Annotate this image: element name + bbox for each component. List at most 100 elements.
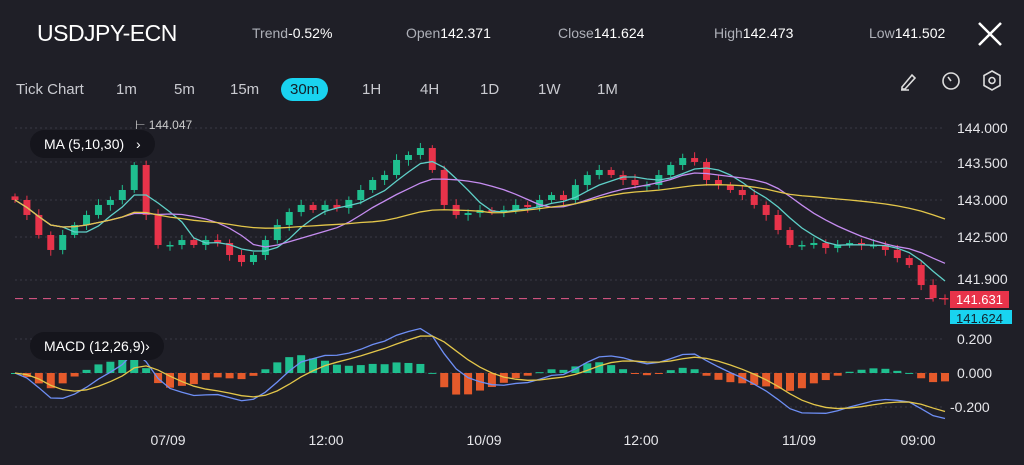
candle-body (524, 204, 532, 207)
candle-body (214, 240, 222, 243)
macd-histogram-bar (452, 373, 461, 395)
candle-body (762, 204, 770, 215)
candle-body (726, 185, 734, 190)
macd-histogram-bar (833, 373, 842, 376)
macd-histogram-bar (631, 373, 639, 374)
candle-body (393, 159, 401, 176)
candle-body (11, 196, 19, 200)
stat-close: Close141.624 (558, 25, 645, 41)
candle-body (631, 179, 639, 186)
macd-histogram-bar (58, 373, 67, 384)
candle-body (178, 240, 186, 245)
candle-body (822, 242, 830, 249)
candle-body (381, 175, 389, 180)
timeframe-1m[interactable]: 1m (116, 81, 137, 98)
candle-body (166, 245, 174, 247)
candle-body (404, 155, 412, 160)
timeframe-5m[interactable]: 5m (174, 81, 195, 98)
candle-body (798, 245, 806, 247)
macd-histogram-bar (857, 369, 866, 373)
candle-body (321, 204, 329, 211)
macd-histogram-bar (142, 368, 151, 373)
macd-histogram-bar (225, 373, 234, 379)
macd-histogram-bar (380, 364, 389, 373)
macd-histogram-bar (321, 360, 329, 373)
macd-histogram-bar (356, 365, 365, 373)
macd-histogram-bar (440, 373, 449, 388)
candle-body (607, 169, 615, 176)
price-tick: 143.500 (957, 155, 1008, 171)
macd-histogram-bar (750, 373, 759, 385)
macd-histogram-bar (595, 362, 604, 373)
macd-histogram-bar (70, 373, 79, 377)
candle-body (190, 240, 198, 245)
macd-histogram-bar (94, 364, 103, 373)
macd-histogram-bar (309, 358, 318, 373)
timeframe-1h[interactable]: 1H (362, 81, 382, 98)
macd-histogram-bar (249, 373, 258, 376)
macd-histogram-bar (941, 373, 949, 382)
macd-histogram-bar (714, 373, 723, 380)
macd-histogram-bar (881, 368, 890, 373)
candle-body (59, 234, 67, 250)
macd-histogram-bar (428, 372, 437, 374)
symbol-title: USDJPY-ECN (37, 20, 177, 46)
macd-histogram-bar (642, 373, 651, 376)
macd-histogram-bar (845, 371, 854, 373)
macd-histogram-bar (464, 373, 473, 395)
macd-histogram-bar (106, 361, 115, 373)
macd-histogram-bar (118, 359, 127, 373)
macd-histogram-bar (619, 369, 628, 373)
macd-histogram-bar (404, 362, 413, 373)
ma-indicator-button[interactable]: MA (5,10,30) › (30, 130, 155, 158)
macd-histogram-bar (893, 370, 902, 373)
time-tick: 12:00 (623, 432, 659, 448)
timeframe-15m[interactable]: 15m (230, 81, 260, 98)
candle-body (35, 214, 43, 235)
macd-histogram-bar (571, 366, 580, 373)
settings-hex-icon[interactable] (981, 69, 1003, 93)
macd-histogram-bar (297, 355, 306, 373)
candle-body (226, 242, 234, 256)
macd-histogram-bar (130, 353, 139, 373)
macd-histogram-bar (869, 368, 878, 373)
candle-body (858, 242, 866, 245)
pencil-icon[interactable] (897, 70, 919, 92)
price-tick: 141.900 (957, 271, 1008, 287)
candle-body (714, 179, 722, 186)
macd-histogram-bar (487, 373, 496, 387)
ma5-line (14, 160, 946, 282)
candle-body (583, 175, 591, 186)
candle-body (83, 214, 91, 225)
timer-icon[interactable] (940, 70, 962, 92)
candle-body (917, 265, 925, 286)
macd-histogram-bar (929, 373, 938, 383)
candle-body (71, 224, 79, 235)
macd-histogram-bar (166, 373, 174, 388)
macd-indicator-button[interactable]: MACD (12,26,9)› (30, 332, 164, 360)
macd-tick: 0.000 (957, 365, 993, 381)
timeframe-4h[interactable]: 4H (420, 81, 440, 98)
macd-histogram-bar (177, 373, 186, 386)
timeframe-1w[interactable]: 1W (538, 81, 561, 98)
timeframe-1d[interactable]: 1D (480, 81, 500, 98)
candle-body (285, 212, 293, 225)
macd-tick: 0.200 (957, 331, 993, 347)
candle-body (297, 204, 305, 213)
time-tick: 09:00 (900, 432, 936, 448)
macd-histogram-bar (917, 373, 926, 379)
timeframe-tick-chart[interactable]: Tick Chart (16, 81, 84, 98)
timeframe-1m[interactable]: 1M (597, 81, 618, 98)
macd-histogram-bar (583, 363, 592, 373)
candle-body (929, 285, 937, 298)
macd-histogram-bar (774, 373, 783, 389)
candle-body (249, 255, 257, 262)
candle-body (464, 213, 472, 215)
candle-body (774, 214, 782, 231)
signal-line (14, 335, 946, 413)
timeframe-30m[interactable]: 30m (281, 78, 329, 101)
candle-body (142, 165, 150, 215)
close-icon[interactable] (976, 20, 1004, 48)
candle-body (309, 204, 317, 211)
